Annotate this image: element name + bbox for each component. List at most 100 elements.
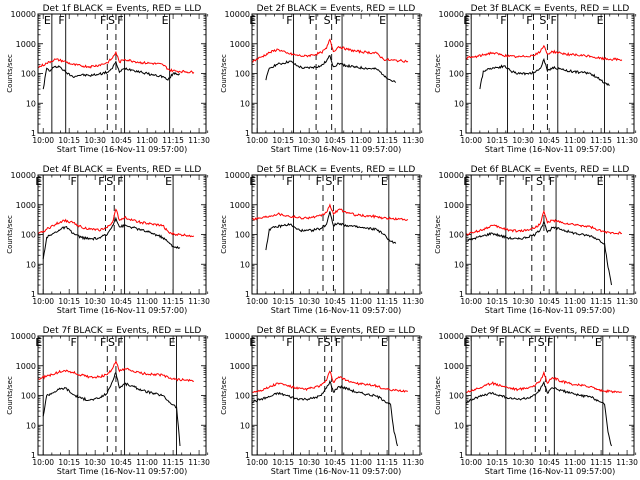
x-tick-label: 10:30 bbox=[512, 458, 534, 467]
x-tick-label: 11:30 bbox=[402, 458, 424, 467]
marker-label: F bbox=[524, 175, 530, 188]
y-tick-label: 1 bbox=[459, 129, 464, 138]
marker-label: E bbox=[162, 14, 169, 27]
y-tick-label: 1 bbox=[459, 290, 464, 299]
y-tick-label: 1000 bbox=[16, 362, 36, 371]
marker-label: F bbox=[336, 175, 342, 188]
x-tick-label: 10:30 bbox=[84, 136, 106, 145]
x-tick-label: 10:00 bbox=[32, 136, 54, 145]
y-tick-label: 1000 bbox=[230, 40, 250, 49]
panel-5: Det 5f BLACK = Events, RED = LLD 1 10 100 10… bbox=[220, 165, 424, 315]
panel-title: Det 9f BLACK = Events, RED = LLD bbox=[471, 326, 630, 336]
series-lld bbox=[37, 208, 195, 238]
y-tick-label: 100 bbox=[235, 70, 250, 79]
panel-title: Det 8f BLACK = Events, RED = LLD bbox=[257, 326, 416, 336]
x-axis-label: Start Time (16-Nov-11 09:57:00) bbox=[485, 306, 615, 315]
x-tick-label: 11:15 bbox=[590, 297, 612, 306]
marker-label: F bbox=[286, 336, 292, 349]
x-tick-label: 11:15 bbox=[590, 458, 612, 467]
x-tick-label: 10:45 bbox=[538, 297, 560, 306]
series-lld bbox=[251, 370, 408, 393]
x-axis-label: Start Time (16-Nov-11 09:57:00) bbox=[485, 145, 615, 154]
y-axis-label: Counts/sec bbox=[434, 215, 442, 254]
x-tick-label: 10:15 bbox=[58, 297, 80, 306]
marker-label: S bbox=[106, 175, 113, 188]
x-tick-label: 10:15 bbox=[272, 136, 294, 145]
marker-label: E bbox=[35, 175, 42, 188]
marker-label: F bbox=[100, 336, 106, 349]
marker-label: E bbox=[165, 175, 172, 188]
x-tick-label: 10:15 bbox=[272, 297, 294, 306]
x-tick-label: 10:45 bbox=[538, 136, 560, 145]
x-tick-label: 11:15 bbox=[590, 136, 612, 145]
marker-label: F bbox=[528, 336, 534, 349]
y-tick-label: 1 bbox=[245, 129, 250, 138]
plot-frame bbox=[251, 174, 421, 295]
y-axis-label: Counts/sec bbox=[220, 215, 228, 254]
marker-label: F bbox=[549, 175, 555, 188]
x-axis-label: Start Time (16-Nov-11 09:57:00) bbox=[57, 145, 187, 154]
marker-label: S bbox=[324, 14, 331, 27]
marker-label: S bbox=[324, 336, 331, 349]
x-tick-label: 11:15 bbox=[376, 458, 398, 467]
marker-label: F bbox=[286, 14, 292, 27]
y-tick-label: 1000 bbox=[16, 201, 36, 210]
x-tick-label: 10:45 bbox=[110, 458, 132, 467]
marker-label: F bbox=[58, 14, 64, 27]
y-tick-label: 1 bbox=[31, 290, 36, 299]
series-events bbox=[465, 380, 612, 447]
x-tick-label: 10:45 bbox=[324, 136, 346, 145]
x-tick-label: 10:15 bbox=[486, 458, 508, 467]
y-tick-label: 100 bbox=[449, 231, 464, 240]
y-tick-label: 100 bbox=[449, 392, 464, 401]
marker-label: E bbox=[44, 14, 51, 27]
marker-label: F bbox=[499, 175, 505, 188]
marker-label: F bbox=[71, 336, 77, 349]
x-tick-label: 10:00 bbox=[246, 297, 268, 306]
y-tick-label: 100 bbox=[235, 392, 250, 401]
x-tick-label: 11:15 bbox=[162, 297, 184, 306]
y-tick-label: 1 bbox=[459, 451, 464, 460]
plot-frame bbox=[251, 13, 421, 134]
marker-label: E bbox=[379, 14, 386, 27]
series-lld bbox=[251, 203, 409, 222]
panel-1: Det 1f BLACK = Events, RED = LLD 1 10 100 10… bbox=[6, 4, 210, 154]
y-tick-label: 100 bbox=[235, 231, 250, 240]
x-axis-label: Start Time (16-Nov-11 09:57:00) bbox=[271, 306, 401, 315]
y-tick-label: 10 bbox=[240, 421, 250, 430]
marker-label: F bbox=[309, 14, 315, 27]
y-axis-label: Counts/sec bbox=[6, 54, 14, 93]
plot-frame bbox=[37, 174, 207, 295]
marker-label: S bbox=[536, 175, 543, 188]
x-tick-label: 10:00 bbox=[246, 136, 268, 145]
x-tick-label: 11:00 bbox=[136, 458, 158, 467]
panel-title: Det 6f BLACK = Events, RED = LLD bbox=[471, 165, 630, 175]
x-tick-label: 10:00 bbox=[32, 297, 54, 306]
y-tick-label: 10 bbox=[454, 260, 464, 269]
x-tick-label: 10:00 bbox=[460, 297, 482, 306]
x-tick-label: 10:15 bbox=[58, 136, 80, 145]
x-axis-label: Start Time (16-Nov-11 09:57:00) bbox=[57, 306, 187, 315]
marker-label: E bbox=[381, 336, 388, 349]
x-tick-label: 10:45 bbox=[110, 297, 132, 306]
x-tick-label: 11:30 bbox=[402, 297, 424, 306]
marker-label: F bbox=[317, 336, 323, 349]
y-tick-label: 10 bbox=[454, 421, 464, 430]
x-tick-label: 10:00 bbox=[246, 458, 268, 467]
series-lld bbox=[465, 209, 623, 236]
marker-label: E bbox=[381, 175, 388, 188]
series-events bbox=[251, 379, 398, 447]
y-tick-label: 100 bbox=[21, 392, 36, 401]
panel-title: Det 1f BLACK = Events, RED = LLD bbox=[43, 4, 202, 14]
x-tick-label: 10:00 bbox=[32, 458, 54, 467]
marker-label: S bbox=[108, 336, 115, 349]
marker-label: E bbox=[463, 14, 470, 27]
y-axis-label: Counts/sec bbox=[434, 376, 442, 415]
x-tick-label: 11:00 bbox=[564, 297, 586, 306]
y-tick-label: 1000 bbox=[444, 362, 464, 371]
y-tick-label: 10000 bbox=[11, 171, 36, 180]
y-tick-label: 1 bbox=[245, 290, 250, 299]
marker-label: E bbox=[595, 336, 602, 349]
series-lld bbox=[465, 44, 623, 62]
x-tick-label: 10:45 bbox=[538, 458, 560, 467]
